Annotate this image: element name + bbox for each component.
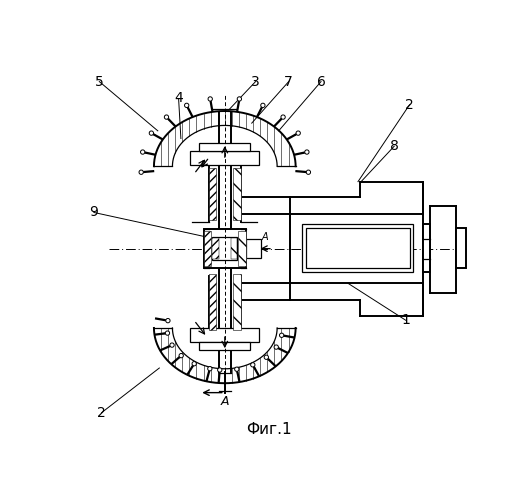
Bar xyxy=(456,228,466,268)
Circle shape xyxy=(184,103,189,108)
Bar xyxy=(190,151,259,164)
Bar xyxy=(233,168,241,220)
Text: 1: 1 xyxy=(401,314,410,328)
Circle shape xyxy=(217,368,222,372)
Text: 7: 7 xyxy=(285,74,293,88)
Circle shape xyxy=(208,97,213,101)
Bar xyxy=(204,231,211,266)
Circle shape xyxy=(164,115,169,119)
Circle shape xyxy=(139,170,143,174)
Bar xyxy=(306,228,410,268)
Circle shape xyxy=(279,333,284,338)
Text: 6: 6 xyxy=(317,74,326,88)
Bar xyxy=(246,240,261,258)
Circle shape xyxy=(179,354,183,358)
Bar xyxy=(231,238,237,260)
Bar xyxy=(204,230,246,268)
Text: 2: 2 xyxy=(405,98,414,112)
Circle shape xyxy=(192,362,196,366)
Bar xyxy=(233,274,241,330)
Text: A: A xyxy=(261,232,268,242)
Bar xyxy=(200,143,250,151)
Circle shape xyxy=(264,355,268,360)
Circle shape xyxy=(166,318,170,323)
Circle shape xyxy=(250,362,255,367)
Bar xyxy=(213,238,218,260)
Circle shape xyxy=(208,366,212,371)
Circle shape xyxy=(281,115,285,119)
Bar xyxy=(190,328,259,342)
Bar xyxy=(208,168,216,220)
Bar xyxy=(302,224,414,272)
Circle shape xyxy=(274,345,278,350)
Text: 3: 3 xyxy=(251,74,260,88)
Text: 5: 5 xyxy=(95,74,103,88)
Circle shape xyxy=(141,150,145,154)
Text: A: A xyxy=(220,396,229,408)
Text: 9: 9 xyxy=(89,206,98,220)
Bar xyxy=(423,224,430,272)
Circle shape xyxy=(165,331,170,336)
Circle shape xyxy=(304,150,309,154)
Text: 4: 4 xyxy=(174,92,183,106)
Circle shape xyxy=(306,170,311,174)
Circle shape xyxy=(149,131,153,136)
Circle shape xyxy=(235,367,239,372)
Text: 8: 8 xyxy=(390,139,398,153)
Circle shape xyxy=(261,103,265,108)
Bar xyxy=(213,237,237,260)
Circle shape xyxy=(170,343,174,347)
Text: Фиг.1: Фиг.1 xyxy=(246,422,291,437)
Text: 2: 2 xyxy=(97,406,106,419)
Bar xyxy=(200,342,250,349)
Bar xyxy=(208,274,216,330)
Circle shape xyxy=(237,97,242,101)
Circle shape xyxy=(296,131,300,136)
Bar xyxy=(238,231,246,266)
